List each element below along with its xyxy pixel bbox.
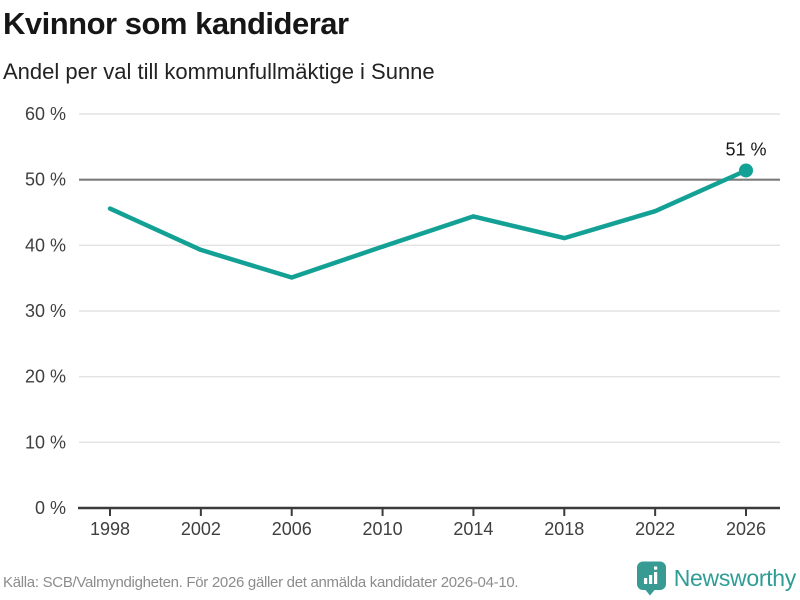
end-point-marker — [739, 163, 753, 178]
x-axis-tick-label: 2002 — [181, 519, 221, 539]
end-point-value-label: 51 % — [725, 139, 766, 159]
source-note: Källa: SCB/Valmyndigheten. För 2026 gäll… — [3, 574, 519, 591]
y-axis-tick-label: 40 % — [25, 235, 66, 255]
x-axis-tick-label: 2018 — [544, 519, 584, 539]
y-axis-tick-label: 30 % — [25, 301, 66, 321]
newsworthy-logo[interactable]: Newsworthy — [636, 561, 796, 596]
exclamation-dot-icon — [653, 566, 657, 570]
bar-icon-tall — [653, 572, 657, 584]
y-axis-tick-label: 60 % — [25, 104, 66, 124]
x-axis-tick-label: 2014 — [453, 519, 493, 539]
footer: Källa: SCB/Valmyndigheten. För 2026 gäll… — [0, 560, 800, 600]
x-axis-tick-label: 2026 — [726, 519, 766, 539]
bar-icon-short — [643, 578, 647, 584]
chart-subtitle: Andel per val till kommunfullmäktige i S… — [3, 59, 435, 84]
data-line-series — [107, 168, 749, 280]
x-axis-tick-label: 2006 — [272, 519, 312, 539]
x-axis-tick-label: 2022 — [635, 519, 675, 539]
y-axis-tick-label: 0 % — [35, 498, 66, 518]
y-axis-tick-label: 50 % — [25, 170, 66, 190]
y-axis-tick-label: 20 % — [25, 367, 66, 387]
y-axis-tick-label: 10 % — [25, 432, 66, 452]
newsworthy-wordmark: Newsworthy — [673, 565, 797, 591]
x-axis-tick-label: 2010 — [363, 519, 403, 539]
page-title: Kvinnor som kandiderar — [3, 6, 349, 41]
x-axis-tick-label: 1998 — [90, 519, 130, 539]
newsworthy-bubble-icon — [636, 561, 666, 596]
bar-icon-medium — [648, 575, 652, 584]
